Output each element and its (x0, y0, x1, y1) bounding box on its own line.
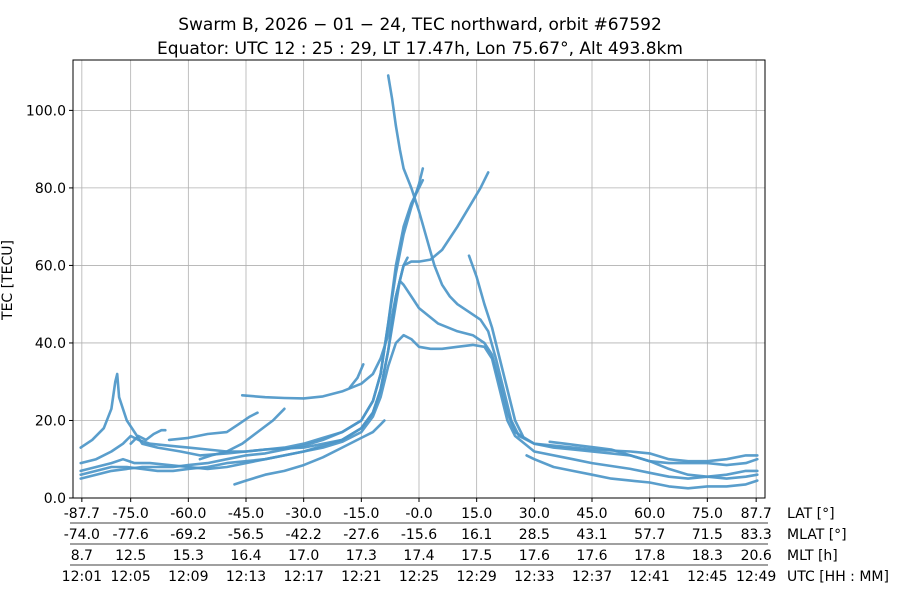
x-tick-label: 12:09 (168, 569, 208, 585)
series-track-11 (129, 428, 167, 446)
x-row-name: LAT [°] (787, 506, 835, 522)
x-tick-label: 30.0 (519, 506, 550, 522)
x-tick-label: 16.4 (230, 548, 261, 564)
x-tick-label: -77.6 (113, 527, 149, 543)
x-tick-label: 17.8 (634, 548, 665, 564)
y-tick-label: 40.0 (35, 336, 66, 352)
x-tick-label: 17.0 (288, 548, 319, 564)
series-track-8 (240, 256, 409, 400)
x-tick-label: 43.1 (576, 527, 607, 543)
x-tick-label: 8.7 (71, 548, 93, 564)
x-tick-label: -74.0 (64, 527, 100, 543)
x-tick-label: -42.2 (286, 527, 322, 543)
x-tick-label: 12:33 (514, 569, 554, 585)
series-track-3 (79, 171, 490, 473)
series-track-14 (525, 454, 759, 490)
x-tick-label: 75.0 (692, 506, 723, 522)
x-tick-label: 17.6 (519, 548, 550, 564)
y-tick-label: 0.0 (44, 491, 66, 507)
x-tick-label: -0.0 (405, 506, 432, 522)
x-tick-label: -15.0 (343, 506, 379, 522)
x-tick-label: 17.6 (576, 548, 607, 564)
series-track-10 (198, 407, 286, 461)
x-tick-label: 57.7 (634, 527, 665, 543)
chart-title-line2: Equator: UTC 12 : 25 : 29, LT 17.47h, Lo… (157, 39, 683, 59)
x-tick-label: 87.7 (741, 506, 772, 522)
x-row-name: UTC [HH : MM] (787, 569, 889, 585)
x-tick-label: 17.5 (461, 548, 492, 564)
x-tick-label: 15.3 (173, 548, 204, 564)
x-tick-label: 12:21 (341, 569, 381, 585)
x-tick-label: 12:17 (283, 569, 323, 585)
data-layer (79, 74, 759, 490)
x-tick-label: 12:45 (687, 569, 727, 585)
x-tick-label: 20.6 (741, 548, 772, 564)
x-tick-label: 12:01 (62, 569, 102, 585)
grid-layer (73, 60, 765, 499)
x-tick-label: 83.3 (741, 527, 772, 543)
x-tick-label: 12:05 (110, 569, 150, 585)
series-track-12 (348, 362, 365, 389)
x-tick-label: 17.3 (346, 548, 377, 564)
x-tick-label: 17.4 (403, 548, 434, 564)
series-track-6 (386, 74, 759, 479)
series-track-9 (167, 411, 259, 442)
x-tick-label: 60.0 (634, 506, 665, 522)
x-tick-label: 12:13 (226, 569, 266, 585)
x-tick-label: -45.0 (228, 506, 264, 522)
x-tick-label: 12:37 (572, 569, 612, 585)
x-tick-label: 12.5 (115, 548, 146, 564)
x-tick-label: 71.5 (692, 527, 723, 543)
x-tick-label: 12:29 (456, 569, 496, 585)
x-tick-label: -56.5 (228, 527, 264, 543)
x-tick-label: 12:41 (629, 569, 669, 585)
x-tick-label: -27.6 (343, 527, 379, 543)
y-tick-label: 100.0 (26, 103, 66, 119)
x-row-name: MLAT [°] (787, 527, 847, 543)
x-tick-label: -15.6 (401, 527, 437, 543)
series-track-13 (467, 254, 525, 438)
x-row-name: MLT [h] (787, 548, 838, 564)
series-track-15 (548, 440, 759, 467)
y-axis-label: TEC [TECU] (0, 240, 16, 321)
x-tick-label: 18.3 (692, 548, 723, 564)
x-tick-label: 16.1 (461, 527, 492, 543)
y-tick-label: 20.0 (35, 413, 66, 429)
series-track-5 (79, 167, 425, 480)
axis-layer: 0.0 20.0 40.0 60.0 80.0 100.0 -87.7 -75.0 -60.0 -… (26, 103, 889, 585)
x-tick-label: -60.0 (170, 506, 206, 522)
x-tick-label: -30.0 (286, 506, 322, 522)
x-tick-label: -69.2 (170, 527, 206, 543)
series-track-7 (233, 419, 386, 486)
y-tick-label: 60.0 (35, 258, 66, 274)
x-tick-label: -75.0 (113, 506, 149, 522)
chart-title-line1: Swarm B, 2026 − 01 − 24, TEC northward, … (178, 15, 662, 35)
series-track-4 (79, 333, 759, 480)
x-tick-label: 28.5 (519, 527, 550, 543)
x-tick-label: -87.7 (64, 506, 100, 522)
y-tick-label: 80.0 (35, 181, 66, 197)
x-tick-label: 12:25 (399, 569, 439, 585)
x-tick-label: 12:49 (736, 569, 776, 585)
x-tick-label: 45.0 (576, 506, 607, 522)
x-tick-label: 15.0 (461, 506, 492, 522)
